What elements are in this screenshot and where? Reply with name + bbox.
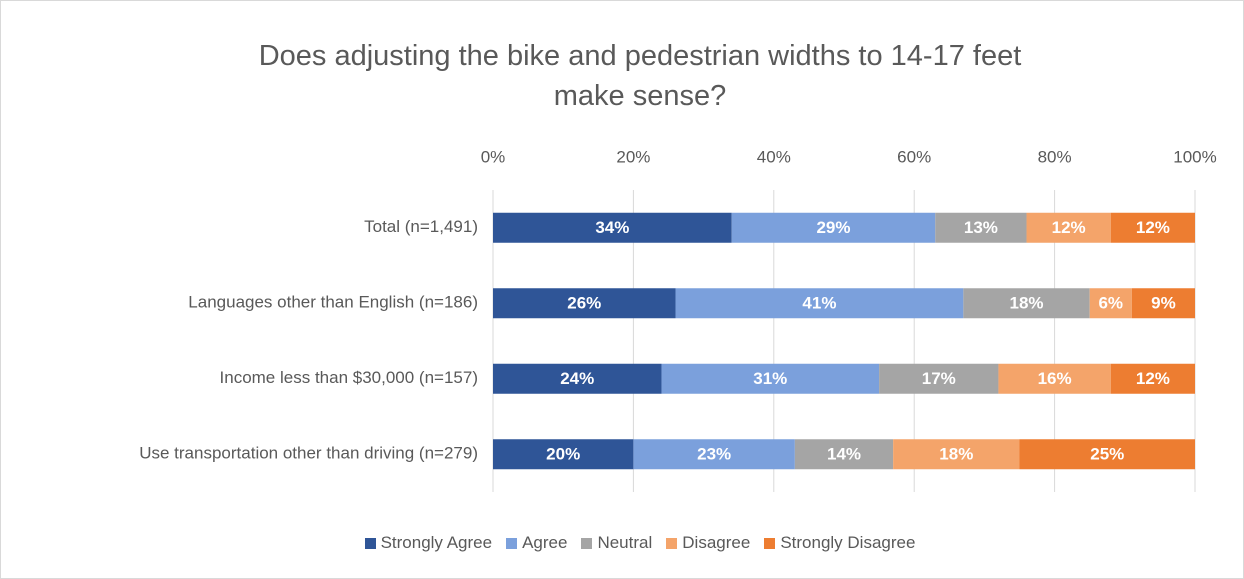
y-tick-label: Languages other than English (n=186) <box>188 293 478 312</box>
bar-segment <box>493 363 662 394</box>
legend-swatch <box>364 537 376 549</box>
data-label: 26% <box>567 294 601 313</box>
legend-item: Strongly Agree <box>364 533 493 553</box>
bar-segment <box>675 288 964 319</box>
x-tick-label: 80% <box>1038 147 1072 166</box>
data-label: 24% <box>560 369 594 388</box>
bar-segment <box>879 363 999 394</box>
bar-segment <box>935 212 1027 243</box>
legend-label: Strongly Agree <box>380 533 493 552</box>
y-tick-label: Total (n=1,491) <box>364 217 478 236</box>
bar-segment <box>493 212 732 243</box>
y-tick-label: Income less than $30,000 (n=157) <box>220 368 478 387</box>
legend-item: Neutral <box>581 533 652 553</box>
bar-segment <box>1026 212 1111 243</box>
bar-segment <box>963 288 1090 319</box>
x-tick-label: 100% <box>1173 147 1216 166</box>
x-tick-label: 0% <box>481 147 506 166</box>
legend: Strongly Agree Agree Neutral Disagree Strong… <box>0 533 1244 553</box>
bar-segment <box>998 363 1111 394</box>
data-label: 13% <box>964 218 998 237</box>
bar-segment <box>1089 288 1132 319</box>
data-label: 18% <box>939 445 973 464</box>
x-tick-label: 20% <box>616 147 650 166</box>
bar-segment <box>493 439 634 470</box>
data-label: 12% <box>1136 369 1170 388</box>
legend-swatch <box>764 537 776 549</box>
bar-segment <box>493 288 676 319</box>
data-label: 12% <box>1052 218 1086 237</box>
legend-label: Disagree <box>682 533 751 552</box>
data-label: 16% <box>1038 369 1072 388</box>
legend-swatch <box>581 537 593 549</box>
legend-swatch <box>506 537 518 549</box>
bar-segment <box>731 212 936 243</box>
data-label: 31% <box>753 369 787 388</box>
data-label: 34% <box>595 218 629 237</box>
legend-label: Agree <box>522 533 568 552</box>
bar-segment <box>794 439 894 470</box>
data-label: 25% <box>1090 445 1124 464</box>
bar-segment <box>1019 439 1195 470</box>
data-label: 20% <box>546 445 580 464</box>
y-tick-label: Use transportation other than driving (n… <box>139 444 478 463</box>
data-label: 23% <box>697 445 731 464</box>
bar-segment <box>1110 212 1195 243</box>
data-label: 29% <box>816 218 850 237</box>
bar-segment <box>893 439 1020 470</box>
data-label: 12% <box>1136 218 1170 237</box>
bar-segment <box>1131 288 1195 319</box>
legend-swatch <box>666 537 678 549</box>
bar-segment <box>633 439 795 470</box>
legend-item: Agree <box>506 533 567 553</box>
bar-segment <box>1110 363 1195 394</box>
data-label: 17% <box>922 369 956 388</box>
legend-label: Strongly Disagree <box>780 533 916 552</box>
data-label: 18% <box>1010 294 1044 313</box>
data-label: 14% <box>827 445 861 464</box>
bar-segment <box>661 363 880 394</box>
data-label: 41% <box>802 294 836 313</box>
x-tick-label: 40% <box>757 147 791 166</box>
data-label: 9% <box>1151 294 1176 313</box>
legend-label: Neutral <box>597 533 653 552</box>
legend-item: Disagree <box>666 533 750 553</box>
data-label: 6% <box>1098 294 1123 313</box>
legend-item: Strongly Disagree <box>764 533 915 553</box>
chart-title: Does adjusting the bike and pedestrian w… <box>258 40 1022 112</box>
x-tick-label: 60% <box>897 147 931 166</box>
